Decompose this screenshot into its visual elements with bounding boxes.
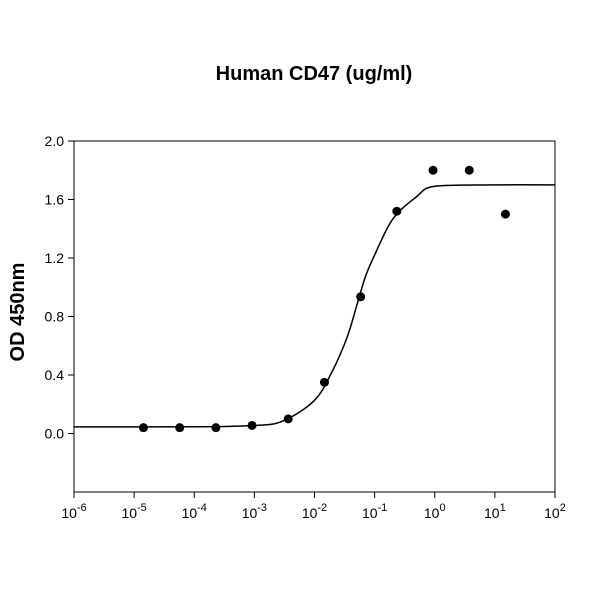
y-tick-label: 0.0 <box>45 426 65 442</box>
data-point <box>319 377 329 387</box>
x-tick-label: 10-3 <box>242 502 267 521</box>
y-tick-label: 1.6 <box>45 192 65 208</box>
data-point <box>500 209 510 219</box>
plot-frame <box>73 140 556 493</box>
x-tick-label: 101 <box>484 502 506 521</box>
x-tick-label: 10-2 <box>302 502 327 521</box>
y-tick-label: 0.4 <box>45 367 65 383</box>
y-tick-label: 0.8 <box>45 309 65 325</box>
data-point <box>392 206 402 216</box>
y-tick-label: 2.0 <box>45 133 65 149</box>
data-point <box>428 165 438 175</box>
y-tick-label: 1.2 <box>45 250 65 266</box>
x-tick-label: 100 <box>424 502 446 521</box>
x-tick-label: 10-6 <box>61 502 86 521</box>
data-point <box>464 165 474 175</box>
y-axis-label: OD 450nm <box>7 263 29 362</box>
data-point <box>175 423 185 433</box>
x-tick-label: 10-5 <box>121 502 146 521</box>
fit-curve <box>73 184 556 428</box>
x-tick-label: 102 <box>544 502 566 521</box>
chart-title: Human CD47 (ug/ml) <box>216 63 413 85</box>
x-tick-label: 10-4 <box>182 502 207 521</box>
data-point <box>211 423 221 433</box>
x-tick-label: 10-1 <box>362 502 387 521</box>
